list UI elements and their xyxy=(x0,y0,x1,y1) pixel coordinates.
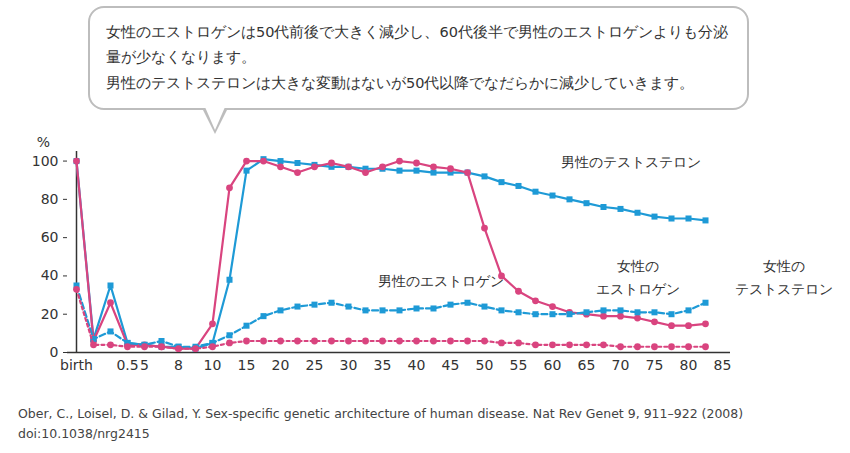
html-text:女性のエストロゲンは50代前後で大きく減少し、60代後半で男: 女性のエストロゲンは50代前後で大きく減少し、60代後半で男性のエストロゲンより… xyxy=(106,24,728,66)
svg-text:75: 75 xyxy=(646,357,664,373)
svg-text:女性のエストロゲン: 女性のエストロゲン xyxy=(596,258,680,296)
svg-text:%: % xyxy=(37,134,50,150)
svg-text:65: 65 xyxy=(578,357,596,373)
svg-text:25: 25 xyxy=(306,357,324,373)
html-text:Ober, C., Loisel, D. & Gilad,: Ober, C., Loisel, D. & Gilad, Y. Sex-spe… xyxy=(18,406,744,421)
svg-text:100: 100 xyxy=(32,153,59,169)
svg-text:85: 85 xyxy=(714,357,732,373)
svg-text:30: 30 xyxy=(340,357,358,373)
svg-text:20: 20 xyxy=(272,357,290,373)
svg-text:50: 50 xyxy=(476,357,494,373)
svg-text:80: 80 xyxy=(680,357,698,373)
svg-text:8: 8 xyxy=(174,357,183,373)
svg-text:70: 70 xyxy=(612,357,630,373)
svg-text:40: 40 xyxy=(41,267,59,283)
svg-text:男性のテストステロン: 男性のテストステロン xyxy=(561,154,701,170)
svg-text:45: 45 xyxy=(442,357,460,373)
svg-text:20: 20 xyxy=(41,306,59,322)
svg-text:40: 40 xyxy=(408,357,426,373)
svg-text:60: 60 xyxy=(41,229,59,245)
html-text:男性のテストステロンは大きな変動はないが50代以降でなだらか: 男性のテストステロンは大きな変動はないが50代以降でなだらかに減少していきます。 xyxy=(106,74,695,91)
html-text:doi:10.1038/nrg2415: doi:10.1038/nrg2415 xyxy=(18,426,150,441)
svg-text:35: 35 xyxy=(374,357,392,373)
svg-text:女性のテストステロン: 女性のテストステロン xyxy=(735,258,833,296)
svg-text:0: 0 xyxy=(50,344,59,360)
svg-text:80: 80 xyxy=(41,191,59,207)
svg-text:5: 5 xyxy=(140,357,149,373)
svg-text:55: 55 xyxy=(510,357,528,373)
svg-text:60: 60 xyxy=(544,357,562,373)
svg-text:0.5: 0.5 xyxy=(116,357,138,373)
svg-text:15: 15 xyxy=(238,357,256,373)
svg-text:birth: birth xyxy=(60,357,93,373)
svg-text:10: 10 xyxy=(204,357,222,373)
svg-text:男性のエストロゲン: 男性のエストロゲン xyxy=(378,273,504,289)
